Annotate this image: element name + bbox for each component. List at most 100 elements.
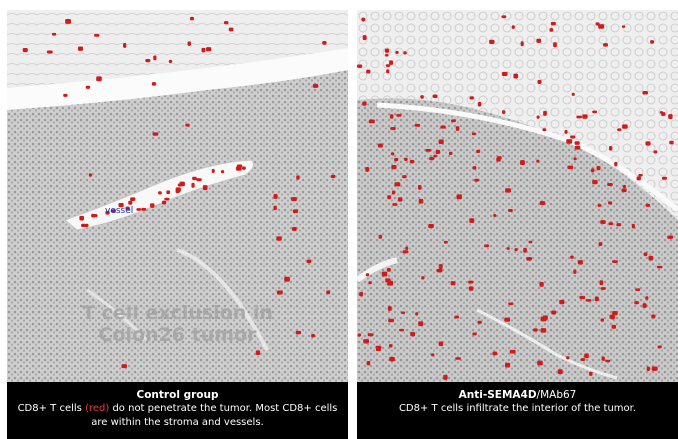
tcell-marker bbox=[357, 333, 362, 337]
tcell-marker bbox=[123, 43, 127, 48]
tcell-marker bbox=[621, 188, 627, 193]
tcell-marker bbox=[477, 320, 482, 324]
tcell-marker bbox=[543, 110, 547, 116]
overlay-title-line2: Colon26 tumor bbox=[98, 324, 257, 346]
tcell-marker bbox=[362, 101, 367, 106]
tcell-marker bbox=[574, 141, 580, 145]
treated-caption-body: CD8+ T cells infiltrate the interior of … bbox=[398, 403, 637, 414]
tcell-marker bbox=[668, 114, 673, 120]
tcell-marker bbox=[536, 115, 540, 119]
tcell-marker bbox=[118, 202, 124, 208]
tcell-marker bbox=[469, 96, 474, 100]
tcell-marker bbox=[81, 223, 87, 228]
control-caption: Control group CD8+ T cells (red) do not … bbox=[7, 382, 348, 439]
tcell-marker bbox=[571, 92, 575, 96]
tcell-marker bbox=[519, 160, 525, 165]
tcell-marker bbox=[616, 223, 622, 227]
tcell-marker bbox=[78, 46, 84, 51]
caption-part1: CD8+ T cells bbox=[17, 403, 86, 414]
tcell-marker bbox=[584, 353, 589, 359]
tcell-marker bbox=[187, 41, 191, 46]
tcell-marker bbox=[433, 154, 437, 158]
tcell-marker bbox=[508, 302, 514, 306]
tcell-marker bbox=[211, 168, 215, 173]
tcell-marker bbox=[365, 273, 370, 277]
tcell-marker bbox=[636, 176, 641, 181]
tcell-marker bbox=[540, 328, 547, 333]
tcell-marker bbox=[385, 53, 389, 57]
caption-part2: do not penetrate the tumor. Most CD8+ ce… bbox=[91, 403, 338, 428]
tcell-marker bbox=[359, 291, 364, 297]
tcell-marker bbox=[614, 161, 618, 167]
tcell-marker bbox=[136, 208, 142, 211]
tcell-marker bbox=[367, 333, 374, 337]
tcell-marker bbox=[151, 82, 157, 86]
control-tissue-micrograph bbox=[7, 10, 348, 382]
tcell-marker bbox=[653, 150, 658, 154]
tcell-marker bbox=[236, 164, 243, 168]
tcell-marker bbox=[553, 42, 557, 48]
tcell-marker bbox=[508, 208, 513, 212]
tcell-marker bbox=[365, 166, 370, 172]
tcell-marker bbox=[650, 40, 655, 44]
tcell-marker bbox=[391, 190, 396, 195]
tcell-marker bbox=[539, 281, 544, 287]
tcell-marker bbox=[378, 234, 383, 239]
tcell-marker bbox=[65, 19, 71, 24]
tcell-marker bbox=[291, 197, 297, 202]
tcell-marker bbox=[651, 314, 656, 319]
tcell-marker bbox=[611, 315, 615, 320]
tcell-marker bbox=[223, 21, 229, 25]
tcell-marker bbox=[631, 223, 635, 229]
tcell-marker bbox=[168, 59, 173, 63]
treated-tissue-micrograph bbox=[357, 10, 678, 382]
tcell-marker bbox=[63, 93, 68, 97]
tcell-marker bbox=[363, 339, 369, 344]
tcell-marker bbox=[590, 168, 595, 173]
tcell-marker bbox=[391, 165, 397, 170]
tcell-marker bbox=[513, 73, 519, 79]
tcell-marker bbox=[597, 204, 602, 207]
tcell-marker bbox=[471, 132, 477, 136]
tcell-marker bbox=[474, 178, 480, 182]
tcell-marker bbox=[420, 95, 424, 99]
tcell-marker bbox=[389, 356, 395, 362]
tcell-marker bbox=[648, 255, 654, 261]
tcell-marker bbox=[506, 247, 510, 250]
tcell-marker bbox=[443, 374, 448, 380]
tcell-marker bbox=[375, 345, 382, 349]
tcell-marker bbox=[362, 35, 367, 41]
tcell-marker bbox=[559, 299, 565, 305]
tcell-marker bbox=[130, 197, 136, 202]
tcell-marker bbox=[403, 51, 407, 55]
tcell-marker bbox=[311, 334, 315, 338]
tcell-marker bbox=[443, 240, 448, 244]
tcell-marker bbox=[643, 252, 648, 257]
tcell-marker bbox=[22, 47, 28, 53]
tcell-marker bbox=[418, 185, 422, 190]
tcell-marker bbox=[493, 214, 497, 218]
tcell-marker bbox=[409, 159, 415, 164]
tcell-marker bbox=[235, 166, 242, 171]
tcell-marker bbox=[128, 200, 133, 205]
tcell-marker bbox=[505, 188, 511, 193]
tcell-marker bbox=[110, 209, 116, 213]
tcell-marker bbox=[292, 227, 297, 231]
tcell-marker bbox=[381, 271, 388, 277]
tcell-marker bbox=[429, 157, 435, 161]
tcell-marker bbox=[662, 176, 667, 180]
tcell-marker bbox=[175, 187, 181, 192]
tcell-marker bbox=[501, 71, 508, 77]
cd8-tcell-stain-markers bbox=[357, 15, 674, 380]
tcell-marker bbox=[621, 25, 626, 28]
tcell-marker bbox=[94, 33, 100, 37]
tcell-marker bbox=[536, 38, 542, 43]
tcell-marker bbox=[601, 356, 605, 361]
tcell-marker bbox=[611, 324, 617, 329]
control-caption-body: CD8+ T cells (red) do not penetrate the … bbox=[7, 402, 348, 430]
tcell-marker bbox=[201, 47, 206, 53]
tcell-marker bbox=[596, 165, 601, 171]
tcell-marker bbox=[608, 201, 613, 205]
tcell-marker bbox=[612, 260, 618, 263]
tcell-marker bbox=[241, 166, 246, 170]
